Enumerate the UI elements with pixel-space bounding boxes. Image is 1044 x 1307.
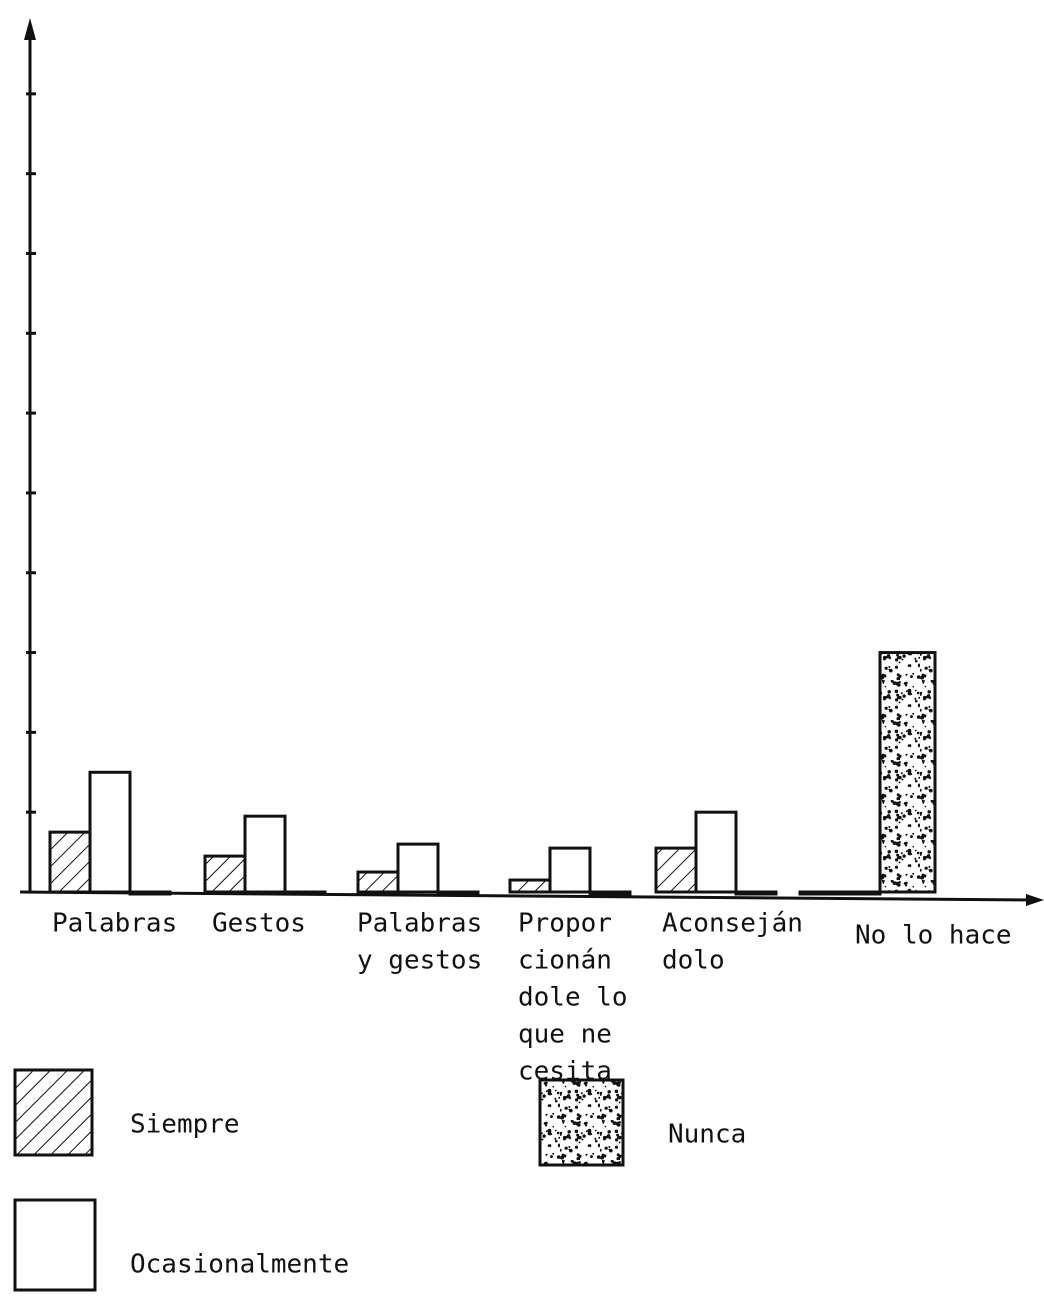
bar bbox=[396, 842, 440, 894]
legend-swatch bbox=[13, 1068, 94, 1157]
bar bbox=[203, 854, 247, 894]
bar bbox=[48, 830, 92, 894]
legend-label: Nunca bbox=[668, 1120, 746, 1150]
x-tick-label: Gestos bbox=[212, 909, 306, 939]
bar bbox=[356, 870, 400, 894]
x-tick-label: que ne bbox=[518, 1020, 612, 1050]
bar bbox=[548, 846, 592, 894]
x-tick-label: Palabras bbox=[357, 909, 482, 939]
x-tick-label: No lo hace bbox=[855, 921, 1012, 951]
x-tick-label: dolo bbox=[662, 946, 725, 976]
bar bbox=[654, 846, 698, 894]
legend-swatch bbox=[538, 1078, 625, 1167]
bar bbox=[436, 890, 480, 896]
legend-label: Siempre bbox=[130, 1110, 240, 1140]
x-tick-label: cionán bbox=[518, 946, 612, 976]
bar bbox=[128, 890, 172, 896]
bar bbox=[694, 810, 738, 894]
x-axis-arrow bbox=[1026, 894, 1044, 906]
legend-label: Ocasionalmente bbox=[130, 1250, 349, 1280]
x-tick-label: Propor bbox=[518, 909, 612, 939]
x-tick-label: Palabras bbox=[52, 909, 177, 939]
bar bbox=[283, 890, 327, 896]
y-axis-arrow bbox=[24, 18, 36, 40]
x-axis bbox=[19, 890, 1035, 902]
x-tick-label: dole lo bbox=[518, 983, 628, 1013]
bar bbox=[88, 770, 132, 894]
bar bbox=[734, 890, 778, 896]
bar bbox=[838, 890, 882, 896]
bar bbox=[588, 890, 632, 896]
x-tick-label: y gestos bbox=[357, 946, 482, 976]
bar bbox=[243, 814, 287, 894]
bar bbox=[798, 890, 842, 896]
bar bbox=[508, 878, 552, 894]
x-tick-label: Aconseján bbox=[662, 909, 803, 939]
bar bbox=[878, 651, 937, 894]
legend-swatch bbox=[13, 1198, 97, 1292]
